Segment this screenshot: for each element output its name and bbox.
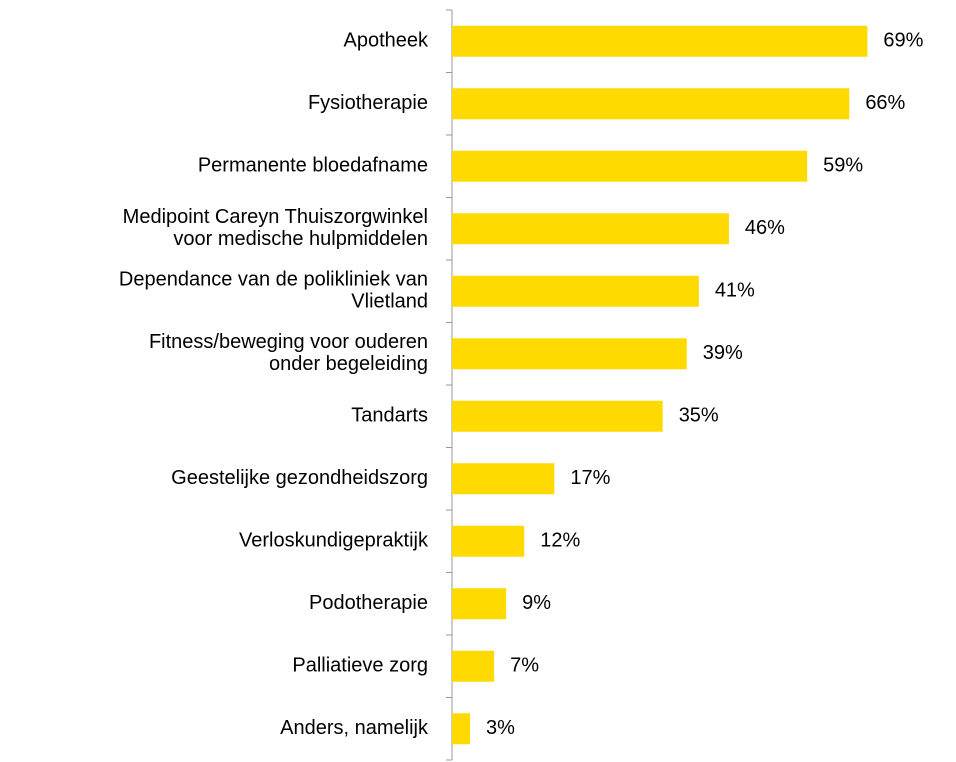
category-label: Tandarts: [351, 405, 428, 427]
value-label: 41%: [715, 280, 755, 302]
category-label: Apotheek: [343, 30, 429, 52]
bar: [452, 150, 808, 182]
bar: [452, 213, 729, 245]
value-label: 9%: [522, 592, 551, 614]
category-label: Medipoint Careyn Thuiszorgwinkel voor med…: [123, 206, 428, 250]
value-label: 59%: [823, 155, 863, 177]
bar: [452, 713, 471, 745]
category-label: Fysiotherapie: [308, 92, 428, 114]
category-label: Geestelijke gezondheidszorg: [171, 467, 428, 489]
bar: [452, 400, 663, 432]
bar: [452, 463, 555, 495]
category-label: Fitness/beweging voor ouderen onder begel…: [149, 331, 428, 375]
bar: [452, 275, 699, 307]
category-label: Verloskundigepraktijk: [239, 530, 429, 552]
value-label: 7%: [510, 655, 539, 677]
bar: [452, 525, 525, 557]
category-label: Dependance van de polikliniek van Vlietla…: [119, 269, 428, 313]
bar: [452, 338, 687, 370]
value-label: 39%: [703, 342, 743, 364]
value-label: 17%: [570, 467, 610, 489]
category-label: Podotherapie: [309, 592, 428, 614]
value-label: 3%: [486, 717, 515, 739]
value-label: 69%: [883, 30, 923, 52]
bar: [452, 25, 868, 57]
value-label: 46%: [745, 217, 785, 239]
value-label: 12%: [540, 530, 580, 552]
value-label: 35%: [679, 405, 719, 427]
bar: [452, 88, 850, 120]
bar: [452, 588, 507, 620]
category-label: Permanente bloedafname: [198, 155, 428, 177]
bar: [452, 650, 495, 682]
value-label: 66%: [865, 92, 905, 114]
category-label: Palliatieve zorg: [292, 655, 428, 677]
category-label: Anders, namelijk: [280, 717, 429, 739]
